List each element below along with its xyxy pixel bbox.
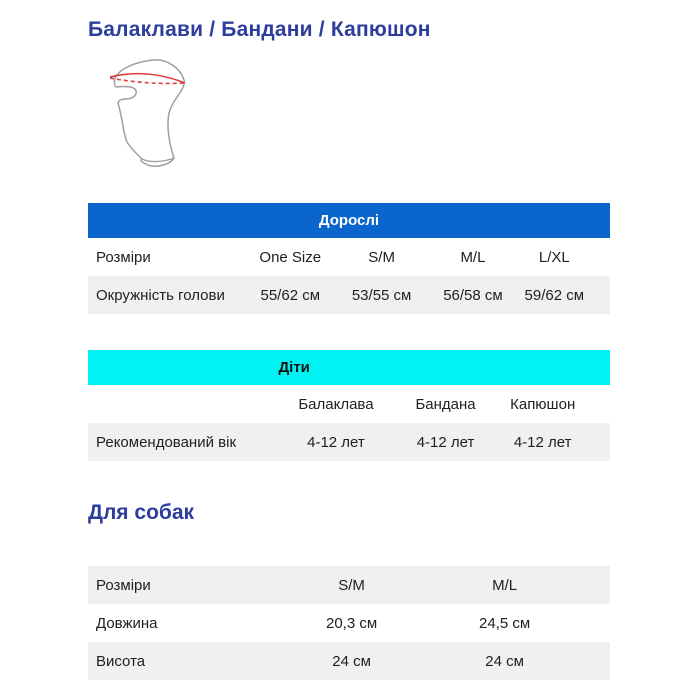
balaclava-hem-line <box>141 157 175 163</box>
row-label: Розміри <box>96 248 151 266</box>
column-header-cell: Капюшон <box>510 395 576 413</box>
cell: S/M <box>368 248 395 266</box>
balaclava-drawing-icon <box>110 59 186 167</box>
table-band-row: Діти <box>88 350 610 385</box>
cell: 59/62 см <box>518 276 610 314</box>
row-label: Окружність голови <box>88 276 245 314</box>
kids-band-spacer <box>500 350 610 385</box>
row-label <box>88 385 281 423</box>
head-circumference-measure-line-dashed <box>110 77 186 85</box>
cell: M/L <box>427 566 610 604</box>
cell: One Size <box>259 248 322 266</box>
cell: 4-12 лет <box>390 423 501 461</box>
head-circumference-measure-line <box>110 72 186 84</box>
kids-size-table: Діти Балаклава Бандана Капюшон Рекомендо… <box>88 350 610 461</box>
kids-band: Діти <box>88 350 501 385</box>
page-title: Балаклави / Бандани / Капюшон <box>88 18 431 41</box>
cell: 4-12 лет <box>500 423 610 461</box>
cell: 4-12 лет <box>281 423 391 461</box>
adults-size-table: Дорослі Розміри One Size S/M M/L L/XL Ок… <box>88 203 610 314</box>
dogs-size-table: Розміри S/M M/L Довжина 20,3 см 24,5 см … <box>88 566 610 680</box>
adults-band: Дорослі <box>88 203 610 238</box>
table-row: Окружність голови 55/62 см 53/55 см 56/5… <box>88 276 610 314</box>
table-row: Розміри S/M M/L <box>88 566 610 604</box>
cell: M/L <box>460 248 486 266</box>
table-row: Рекомендований вік 4-12 лет 4-12 лет 4-1… <box>88 423 610 461</box>
table-band-row: Дорослі <box>88 203 610 238</box>
balaclava-outline <box>113 59 185 167</box>
table-row: Розміри One Size S/M M/L L/XL <box>88 238 610 276</box>
table-row: Висота 24 см 24 см <box>88 642 610 680</box>
cell: 56/58 см <box>427 276 519 314</box>
dogs-section-title: Для собак <box>88 501 195 524</box>
row-label: Рекомендований вік <box>88 423 282 461</box>
table-row: Довжина 20,3 см 24,5 см <box>88 604 610 642</box>
cell: L/XL <box>538 248 570 266</box>
row-label: Довжина <box>96 614 158 632</box>
cell: S/M <box>275 566 428 604</box>
column-header-cell: Балаклава <box>298 395 374 413</box>
balaclava-image <box>110 58 188 173</box>
row-label: Висота <box>88 642 276 680</box>
row-label: Розміри <box>88 566 276 604</box>
cell: 53/55 см <box>335 276 428 314</box>
cell: 24 см <box>275 642 428 680</box>
cell: 24,5 см <box>479 614 531 632</box>
column-header-cell: Бандана <box>415 395 476 413</box>
cell: 55/62 см <box>244 276 336 314</box>
table-row: Балаклава Бандана Капюшон <box>88 385 610 423</box>
cell: 20,3 см <box>326 614 378 632</box>
cell: 24 см <box>427 642 610 680</box>
